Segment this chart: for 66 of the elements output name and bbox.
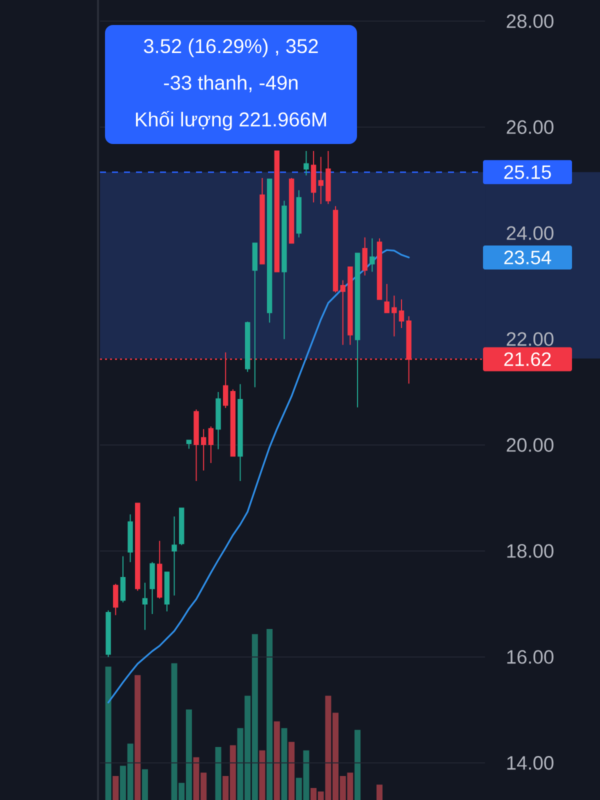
y-tick-label: 28.00 bbox=[506, 14, 554, 28]
candlestick bbox=[194, 409, 199, 482]
candlestick bbox=[384, 283, 390, 314]
candlestick bbox=[238, 384, 243, 482]
candlestick bbox=[392, 295, 397, 337]
candlestick bbox=[150, 562, 155, 615]
bar bbox=[215, 746, 222, 800]
bar bbox=[142, 769, 148, 800]
candlestick bbox=[370, 238, 375, 272]
candlestick bbox=[135, 502, 140, 592]
bar bbox=[112, 776, 119, 800]
candlestick bbox=[266, 178, 272, 324]
bar bbox=[274, 721, 280, 800]
candlestick bbox=[318, 156, 324, 204]
candlestick bbox=[128, 514, 133, 563]
candlestick bbox=[200, 428, 206, 471]
candlestick bbox=[244, 321, 250, 372]
bar bbox=[259, 750, 266, 800]
annotation: -33 thanh, -49n bbox=[164, 75, 298, 92]
candlestick bbox=[296, 190, 302, 238]
candlestick bbox=[310, 150, 316, 203]
candlestick bbox=[340, 280, 346, 346]
candlestick bbox=[354, 252, 360, 408]
y-tick-label: 24.00 bbox=[506, 226, 554, 240]
bar bbox=[266, 629, 273, 800]
candlestick bbox=[376, 238, 382, 300]
y-tick-label: 18.00 bbox=[507, 544, 554, 558]
candlestick bbox=[304, 150, 309, 176]
candlestick bbox=[142, 582, 148, 630]
candlestick bbox=[106, 610, 111, 658]
y-tick-label: 20.00 bbox=[506, 438, 554, 452]
bar bbox=[281, 728, 288, 800]
candlestick bbox=[186, 440, 192, 450]
candlestick bbox=[120, 556, 126, 603]
candlestick bbox=[230, 388, 236, 457]
candlestick bbox=[332, 206, 338, 293]
candlestick bbox=[179, 508, 184, 546]
candlestick bbox=[288, 178, 294, 244]
bar bbox=[288, 742, 295, 800]
bar bbox=[134, 675, 141, 800]
candlestick bbox=[326, 150, 331, 204]
candlestick bbox=[216, 392, 221, 450]
ref-line-label: 25.15 bbox=[504, 165, 551, 180]
y-tick-label: 26.00 bbox=[506, 120, 554, 134]
candlestick bbox=[260, 178, 265, 264]
text: 23.54 bbox=[504, 250, 552, 264]
candlestick bbox=[282, 200, 287, 340]
bar bbox=[354, 730, 361, 800]
candlestick bbox=[398, 298, 404, 328]
ref-line-label: 21.62 bbox=[504, 352, 551, 366]
candlestick bbox=[208, 426, 214, 464]
y-tick-label: 16.00 bbox=[507, 650, 554, 664]
candlestick bbox=[164, 572, 170, 612]
candlestick bbox=[172, 516, 177, 596]
candlestick bbox=[252, 242, 258, 388]
candlestick bbox=[348, 266, 353, 346]
candlestick bbox=[362, 236, 368, 276]
annotation: 3.52 (16.29%) , 352 bbox=[144, 38, 318, 58]
y-tick-label: 14.00 bbox=[507, 756, 554, 770]
bar bbox=[105, 666, 112, 800]
candlestick bbox=[274, 150, 280, 272]
candlestick bbox=[113, 583, 118, 616]
candlestick bbox=[157, 540, 162, 600]
y-tick-label: 22.00 bbox=[506, 332, 554, 346]
annotation: Khối lượng 221.966M bbox=[136, 110, 326, 130]
bar bbox=[376, 784, 383, 800]
